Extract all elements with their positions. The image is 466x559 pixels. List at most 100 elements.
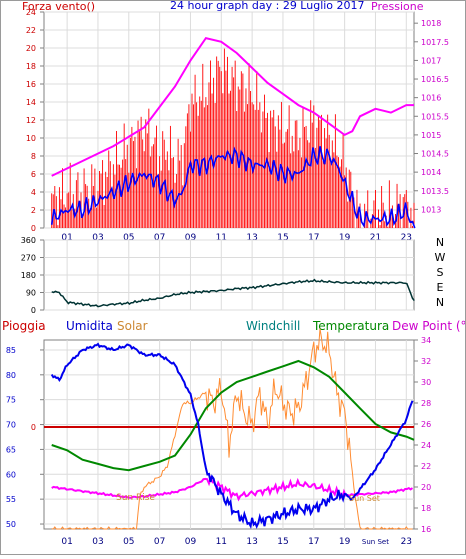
x-tick-label: 05 (123, 233, 134, 243)
y-tick-label: 85 (6, 346, 16, 355)
y-right-tick-label: 1015 (421, 131, 441, 140)
x-tick-label: 21 (370, 233, 381, 243)
y-right-tick-label: 30 (421, 378, 431, 387)
compass-label: W (435, 251, 446, 264)
y-right-tick-label: 22 (421, 462, 431, 471)
y-tick-label: 20 (26, 44, 36, 53)
solar-label: Solar (117, 319, 148, 333)
y-tick-label: 360 (21, 236, 36, 245)
y-tick-label: 22 (26, 26, 36, 35)
y-tick-label: 10 (26, 134, 36, 143)
x-tick-label: 17 (308, 537, 319, 547)
y-tick-label: 24 (26, 8, 36, 17)
y-right-tick-label: 20 (421, 483, 431, 492)
y-tick-label: 70 (6, 421, 16, 430)
x-tick-label: 07 (154, 233, 165, 243)
y-right-tick-label: 1014.5 (421, 150, 449, 159)
dewpoint-line (51, 475, 414, 502)
humidity-series-layer (44, 328, 415, 530)
sunrise-annotation: Sun Rise (116, 493, 155, 503)
y-right-tick-label: 26 (421, 420, 431, 429)
sunset-annotation: Sun Set (349, 494, 380, 503)
x-tick-label: 17 (308, 233, 319, 243)
direction-grid (44, 239, 414, 311)
wind-average-line (50, 146, 416, 229)
y-right-tick-label: 1013.5 (421, 187, 449, 196)
y-tick-label: 90 (26, 289, 36, 298)
y-tick-label: 18 (26, 62, 36, 71)
rain-zero-label: 0 (31, 423, 36, 432)
y-right-tick-label: 16 (421, 525, 431, 534)
y-tick-label: 8 (31, 152, 36, 161)
y-tick-label: 60 (6, 470, 16, 479)
y-tick-label: 0 (31, 306, 36, 315)
humidity-y-axis: 50 55 60 65 70 75 80 85 0 (6, 346, 44, 529)
y-tick-label: 14 (26, 98, 36, 107)
y-right-tick-label: 1016 (421, 94, 441, 103)
direction-series-layer (51, 278, 415, 308)
direction-line (51, 278, 415, 308)
humidity-grid (44, 340, 414, 529)
x-tick-label: 13 (246, 233, 257, 243)
pressure-line (51, 36, 414, 177)
x-tick-label: 01 (61, 537, 72, 547)
chart-title: 24 hour graph day : 29 Luglio 2017 (170, 0, 365, 12)
rain-label: Pioggia (2, 319, 46, 333)
x-tick-label: 15 (277, 233, 288, 243)
y-right-tick-label: 1018 (421, 19, 441, 28)
x-tick-label: 01 (61, 233, 72, 243)
humidity-label: Umidita (66, 319, 113, 333)
pressure-label: Pressione (371, 0, 424, 13)
temperature-label: Temperatura (312, 319, 389, 333)
humidity-line (50, 342, 414, 530)
y-tick-label: 6 (31, 170, 36, 179)
x-tick-label: 23 (401, 537, 412, 547)
temperature-y-axis: 16 18 20 22 24 26 28 30 32 34 (414, 336, 431, 534)
y-tick-label: 80 (6, 371, 16, 380)
y-right-tick-label: 1015.5 (421, 112, 449, 121)
compass-label: N (436, 296, 444, 309)
direction-y-axis: 0 90 180 270 360 (21, 236, 44, 315)
x-tick-label: 03 (92, 233, 103, 243)
solar-line (51, 328, 413, 530)
wind-strength-label: Forza vento() (22, 0, 95, 13)
y-tick-label: 55 (6, 495, 16, 504)
compass-label: N (436, 236, 444, 249)
humidity-x-axis: 01 03 05 07 09 11 13 15 17 19 Sun Set 23 (61, 537, 412, 547)
compass-label: S (437, 266, 444, 279)
x-tick-label: 23 (401, 233, 412, 243)
x-tick-label: 11 (216, 537, 227, 547)
y-tick-label: 180 (21, 271, 36, 280)
x-tick-label: 19 (339, 233, 351, 243)
wind-series-layer (50, 36, 416, 229)
x-tick-label: 11 (216, 233, 227, 243)
y-right-tick-label: 1013 (421, 205, 441, 214)
y-right-tick-label: 1014 (421, 168, 441, 177)
y-right-tick-label: 28 (421, 399, 431, 408)
x-tick-label: Sun Set (362, 538, 389, 546)
x-tick-label: 09 (185, 233, 197, 243)
y-tick-label: 50 (6, 520, 16, 529)
temperature-line (51, 359, 415, 472)
dewpoint-label: Dew Point (°C) (392, 319, 466, 333)
x-tick-label: 15 (277, 537, 288, 547)
y-tick-label: 270 (21, 254, 36, 263)
x-tick-label: 09 (185, 537, 197, 547)
y-tick-label: 65 (6, 445, 16, 454)
pressure-y-axis: 1013 1013.5 1014 1014.5 1015 1015.5 1016 1016.5… (414, 19, 449, 214)
y-right-tick-label: 34 (421, 336, 431, 345)
y-right-tick-label: 24 (421, 441, 431, 450)
x-tick-label: 07 (154, 537, 165, 547)
compass-label: E (437, 281, 444, 294)
y-tick-label: 16 (26, 80, 36, 89)
windchill-label: Windchill (246, 319, 300, 333)
y-right-tick-label: 1017 (421, 56, 441, 65)
y-right-tick-label: 18 (421, 504, 431, 513)
y-right-tick-label: 1017.5 (421, 38, 449, 47)
wind-x-axis: 01 03 05 07 09 11 13 15 17 19 21 23 (61, 233, 412, 243)
y-tick-label: 4 (31, 188, 36, 197)
y-tick-label: 12 (26, 116, 36, 125)
